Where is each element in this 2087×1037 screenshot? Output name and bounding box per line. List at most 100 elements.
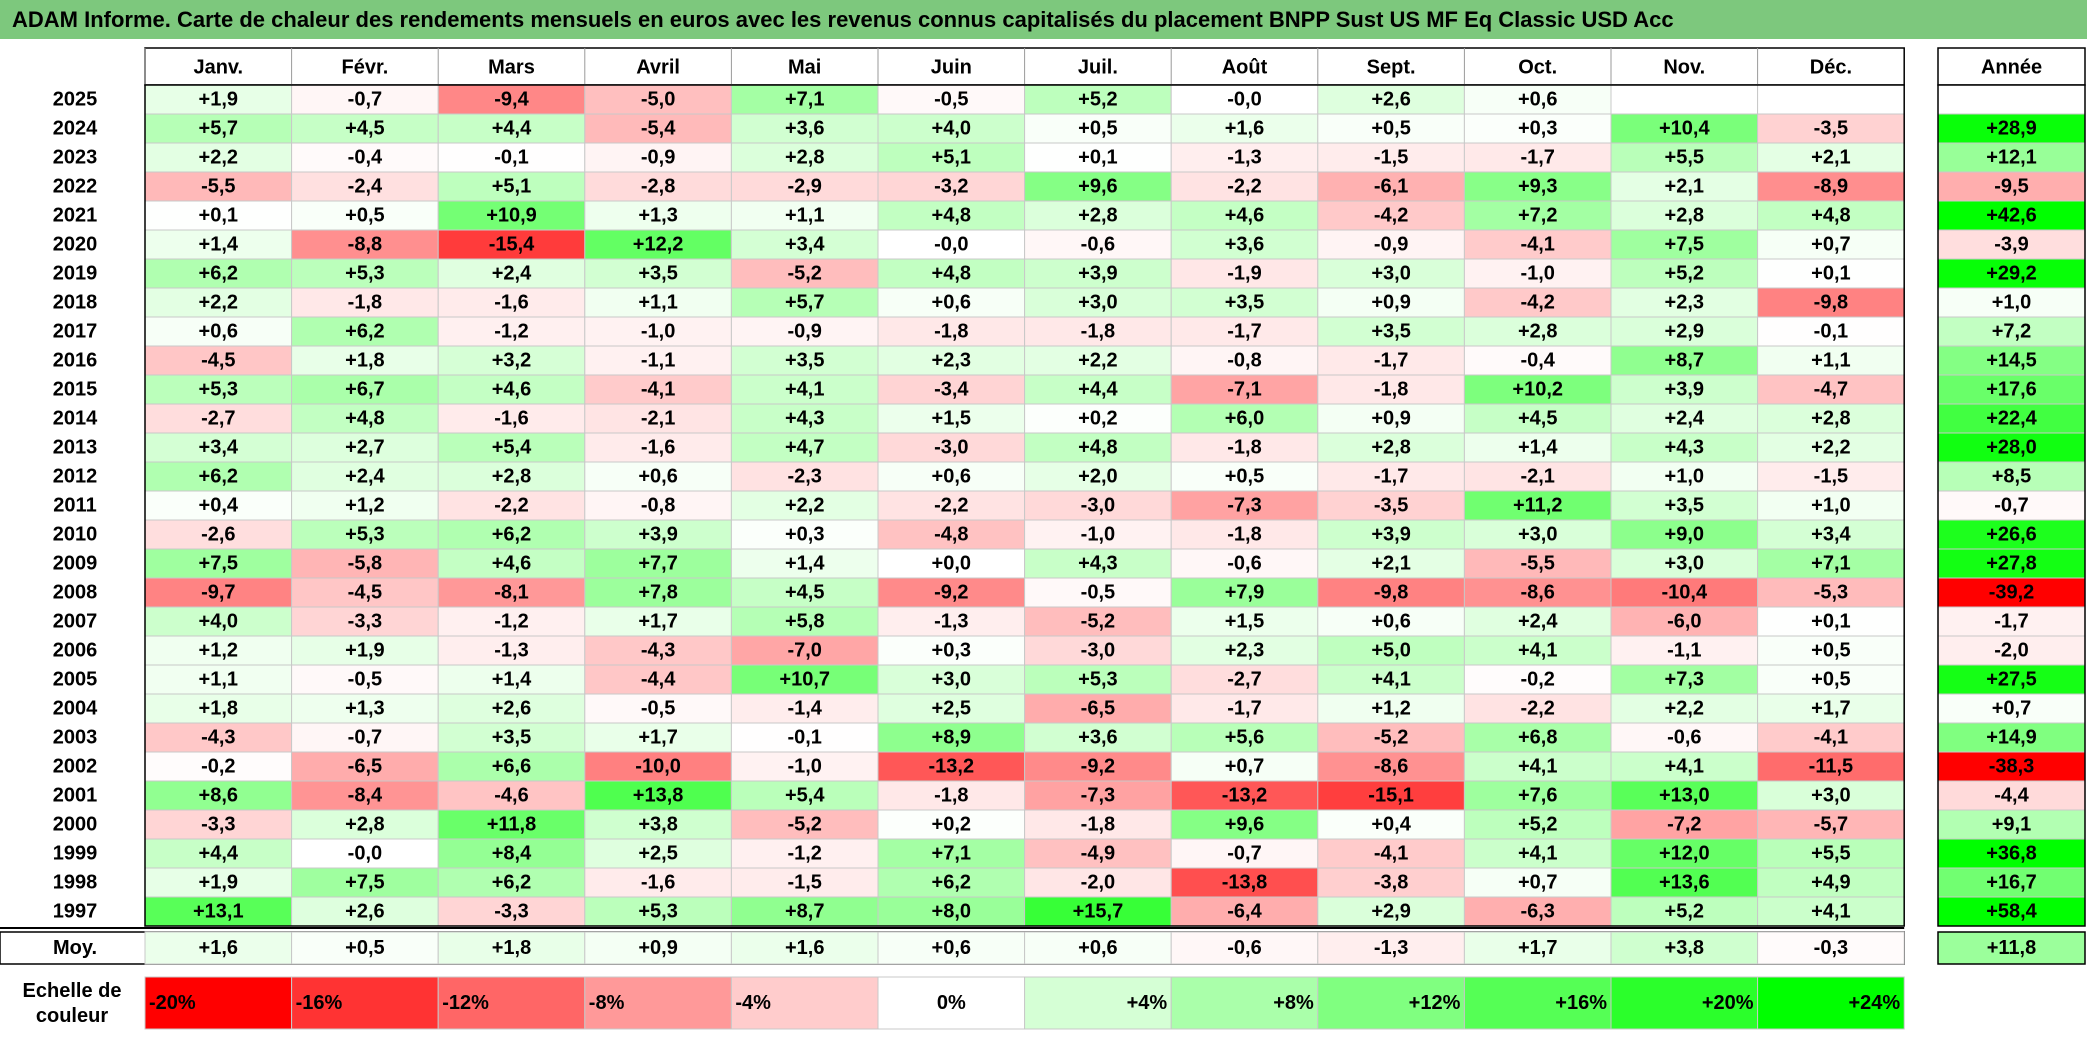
heatmap-cell [1610,84,1759,115]
cell-value: -9,8 [1374,582,1408,604]
scale-swatch [1463,976,1612,1030]
heatmap-cell [1024,374,1172,405]
cell-value: +2,7 [345,437,384,459]
average-value: +1,6 [199,937,238,959]
heatmap-cell [291,113,439,144]
cell-value: -0,1 [494,147,528,169]
heatmap-cell [877,577,1026,608]
cell-value: +3,5 [1225,292,1264,314]
cell-value: -13,8 [1222,872,1268,894]
average-cell [1463,931,1612,965]
cell-value: -1,0 [787,756,821,778]
cell-value: -2,1 [1520,466,1554,488]
heatmap-cell [584,606,732,637]
heatmap-cell [1170,693,1319,724]
cell-value: +7,1 [1811,553,1850,575]
annual-value: +9,1 [1992,814,2031,836]
annual-value: +26,6 [1986,524,2037,546]
heatmap-cell [1463,374,1612,405]
cell-value: -3,4 [934,379,969,401]
annual-cell [1937,896,2086,927]
cell-value: -9,2 [1081,756,1115,778]
cell-value: -1,2 [494,611,528,633]
heatmap-cell [1317,374,1465,405]
annual-cell [1937,200,2086,231]
cell-value: +1,4 [199,234,239,256]
cell-value: +12,0 [1659,843,1710,865]
cell-value: +8,6 [199,785,238,807]
annual-value: -3,9 [1994,234,2028,256]
cell-value: -0,2 [201,756,235,778]
cell-value: +1,7 [638,727,677,749]
year-header-label: Année [1981,57,2042,79]
heatmap-cell [1317,809,1465,840]
heatmap-cell [1610,635,1759,666]
cell-value: -2,7 [1227,669,1261,691]
scale-stop-label: -20% [149,992,196,1014]
cell-value: -9,4 [494,89,529,111]
cell-value: +7,3 [1665,669,1704,691]
cell-value: -0,1 [1814,321,1848,343]
cell-value: -6,3 [1520,901,1554,923]
annual-value: +12,1 [1986,147,2037,169]
cell-value: +13,0 [1659,785,1710,807]
cell-value: +6,2 [492,524,531,546]
heatmap-cell [1757,751,1905,782]
heatmap-cell [1170,316,1319,347]
row-year-2019: 2019 [53,263,98,285]
cell-value: +4,6 [1225,205,1264,227]
average-value: +1,6 [785,937,824,959]
cell-value: +3,0 [1665,553,1704,575]
heatmap-cell [1170,751,1319,782]
cell-value: -2,1 [641,408,675,430]
heatmap-cell [1317,664,1465,695]
cell-value: +13,8 [633,785,684,807]
cell-value: +4,5 [785,582,824,604]
cell-value: +0,3 [1518,118,1557,140]
row-year-2011: 2011 [53,495,96,517]
heatmap-cell [291,142,439,173]
annual-value: +16,7 [1986,872,2037,894]
cell-value: -1,1 [1667,640,1701,662]
month-header-4: Mai [788,57,821,79]
cell-value: -1,8 [934,785,968,807]
row-year-2018: 2018 [53,292,98,314]
cell-value: -0,5 [641,698,675,720]
annual-cell [1937,606,2086,637]
cell-value: -2,7 [201,408,235,430]
cell-value: +5,1 [492,176,531,198]
heatmap-cell [1170,84,1319,115]
heatmap-cell [730,635,879,666]
cell-value: -2,9 [787,176,821,198]
cell-value: -0,9 [1374,234,1408,256]
cell-value: +4,1 [1371,669,1410,691]
cell-value: +5,7 [785,292,824,314]
cell-value: -5,2 [787,814,821,836]
heatmap-cell [291,229,439,260]
heatmap-cell [1757,316,1905,347]
cell-value: -1,6 [641,437,675,459]
heatmap-cell [877,722,1026,753]
month-header-8: Sept. [1367,57,1416,79]
cell-value: +5,3 [638,901,677,923]
heatmap-cell [291,664,439,695]
heatmap-cell [1463,838,1612,869]
cell-value: -8,4 [348,785,383,807]
cell-value: -4,9 [1081,843,1115,865]
cell-value: +12,2 [633,234,684,256]
heatmap-cell [437,113,586,144]
cell-value: -1,8 [934,321,968,343]
cell-value: +7,1 [932,843,971,865]
cell-value: +5,3 [199,379,238,401]
cell-value: +3,4 [199,437,239,459]
heatmap-cell [291,461,439,492]
heatmap-cell [437,838,586,869]
annual-cell [1937,838,2086,869]
cell-value: -0,4 [348,147,383,169]
cell-value: +4,9 [1811,872,1850,894]
cell-value: +3,6 [785,118,824,140]
cell-value: +1,6 [1225,118,1264,140]
heatmap-cell [437,316,586,347]
cell-value: -0,8 [1227,350,1261,372]
heatmap-cell [877,403,1026,434]
